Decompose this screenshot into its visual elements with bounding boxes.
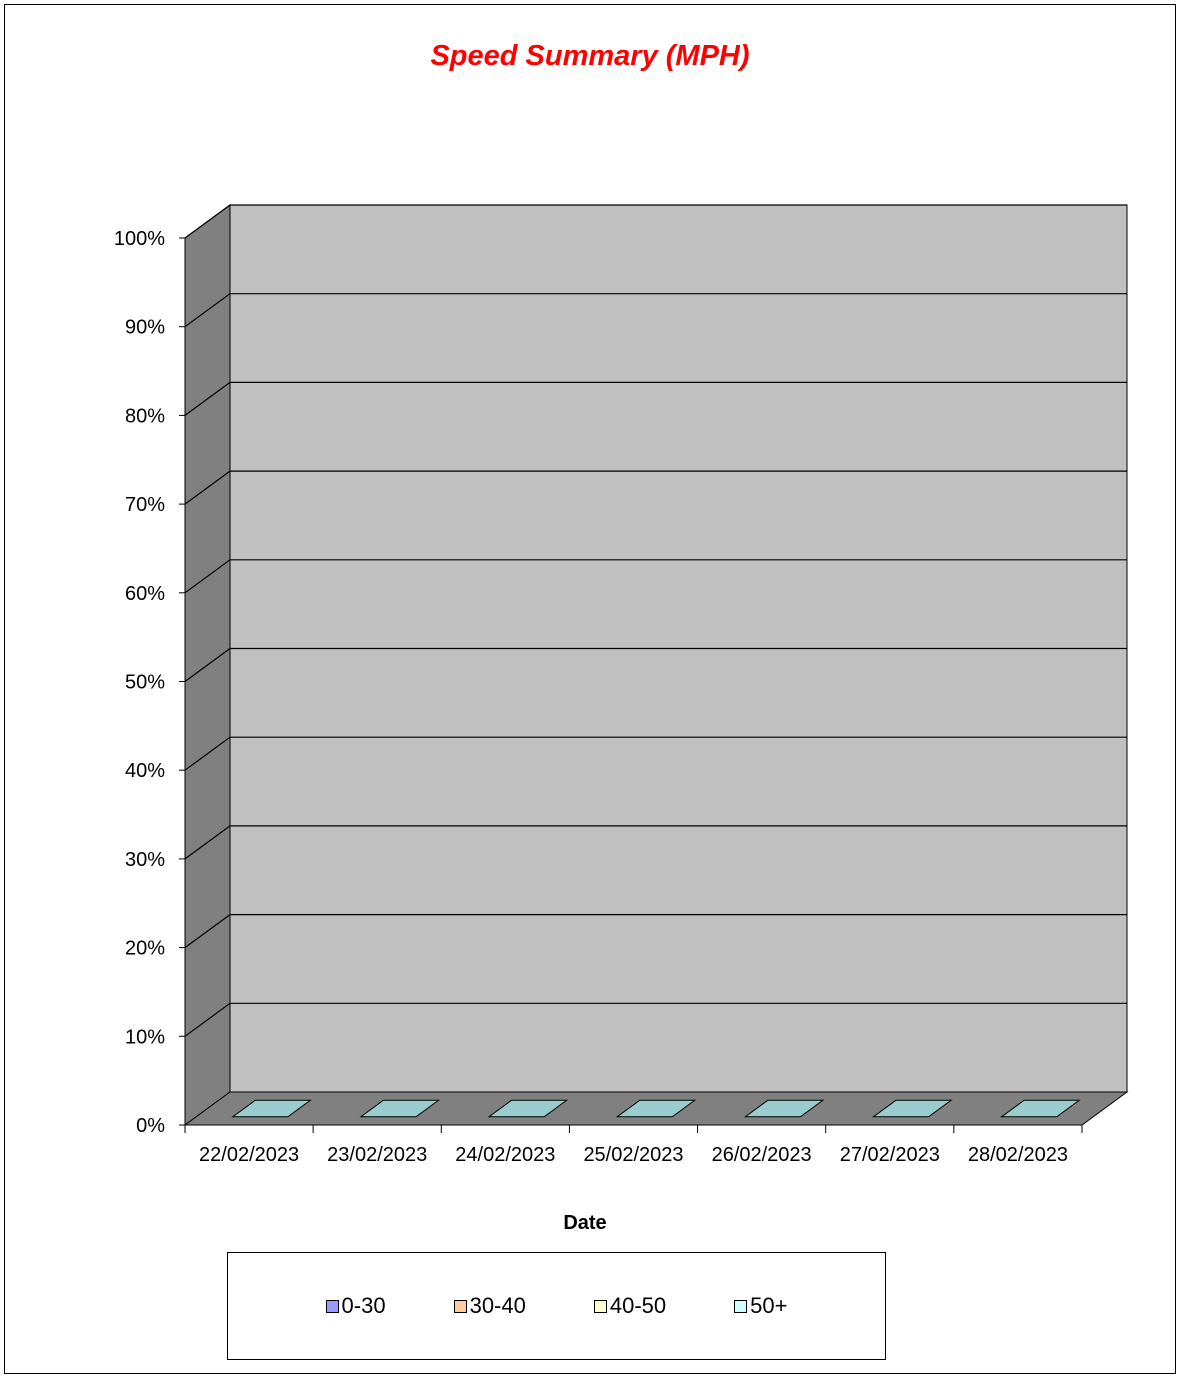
legend-swatch [593,1299,607,1313]
y-tick-label: 60% [125,583,165,605]
x-tick-label: 26/02/2023 [712,1144,812,1166]
legend-item: 0-30 [325,1293,386,1319]
bar-top [231,1099,312,1118]
y-tick-label: 100% [114,228,165,250]
x-tick-label: 27/02/2023 [840,1144,940,1166]
x-tick-label: 22/02/2023 [199,1144,299,1166]
gridline [184,647,1127,682]
legend-item: 40-50 [593,1293,667,1319]
gridline [184,736,1127,771]
gridline [184,913,1127,949]
chart-title: Speed Summary (MPH) [430,40,750,72]
bar-top [359,1099,441,1118]
x-tick-label: 28/02/2023 [968,1144,1068,1166]
y-tick-label: 90% [125,317,165,339]
bar-top [743,1099,825,1118]
legend-item: 30-40 [453,1293,526,1319]
y-tick-label: 50% [125,672,165,694]
y-tick-label: 70% [125,494,165,516]
legend: 0-30 30-40 40-50 50+ [227,1252,886,1360]
legend-swatch [453,1299,467,1313]
gridline [184,293,1127,328]
y-tick-label: 80% [125,405,165,427]
bar-top [615,1099,697,1118]
y-tick-label: 10% [125,1026,165,1048]
gridline [184,204,1127,239]
y-tick-label: 40% [125,760,165,782]
gridline [184,1002,1127,1037]
legend-label: 50+ [750,1293,788,1318]
bar-top [871,1099,953,1118]
legend-swatch [734,1299,748,1313]
x-axis-title: Date [563,1212,606,1234]
legend-swatch [325,1299,339,1313]
bar-top [487,1099,569,1118]
y-tick-label: 20% [125,938,165,960]
legend-label: 0-30 [341,1293,386,1318]
x-tick-label: 23/02/2023 [327,1144,427,1166]
x-tick-label: 24/02/2023 [455,1144,555,1166]
gridline [184,559,1127,594]
legend-item: 50+ [734,1293,787,1319]
legend-label: 30-40 [469,1293,526,1318]
bar-top [1000,1099,1081,1118]
legend-label: 40-50 [609,1293,667,1318]
y-tick-label: 30% [125,849,165,871]
gridline [184,825,1127,860]
x-tick-label: 25/02/2023 [583,1144,683,1166]
gridline [184,381,1127,416]
y-tick-label: 0% [136,1115,165,1137]
gridline [184,470,1127,505]
